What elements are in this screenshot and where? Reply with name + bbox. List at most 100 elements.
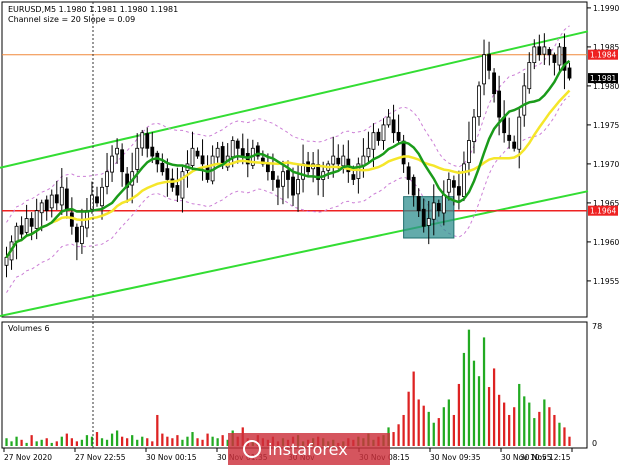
volume-bar: [226, 439, 229, 446]
candle-up: [230, 140, 235, 158]
volume-bar: [75, 441, 79, 446]
volume-bar: [105, 439, 109, 446]
volume-bar: [452, 414, 456, 446]
volume-bar: [206, 433, 209, 446]
volume-bar: [176, 435, 179, 446]
volume-bar: [146, 438, 149, 446]
candle-down: [416, 196, 421, 212]
candle-down: [456, 186, 461, 196]
volume-bar: [136, 439, 139, 446]
candle-down: [160, 162, 165, 173]
price-tag-label: 1.1981: [590, 74, 616, 83]
volume-bar: [186, 436, 189, 446]
volume-bar: [216, 438, 219, 446]
volume-bar: [181, 439, 184, 446]
moving-average-slow: [5, 89, 571, 259]
candle-up: [115, 147, 120, 155]
volume-bar: [15, 436, 18, 446]
volume-bar: [442, 407, 445, 446]
volume-bar: [156, 414, 159, 446]
price-tags: 1.1984 1.1981 1.1964: [588, 49, 618, 216]
x-tick-label: 27 Nov 22:55: [75, 453, 126, 462]
candle-down: [396, 131, 401, 141]
y-tick-label: 1.1975: [593, 121, 619, 130]
candle-up: [110, 155, 114, 173]
volume-bar: [211, 436, 214, 446]
candle-up: [105, 171, 109, 187]
candle-up: [557, 46, 562, 66]
y-tick-label: 1.1955: [593, 277, 619, 286]
x-tick-label: 30 Nov 09:35: [430, 453, 481, 462]
candle-up: [446, 179, 451, 193]
candle-down: [552, 54, 557, 63]
volume-bar: [40, 439, 43, 446]
x-tick-label: 30 Nov 10:55: [501, 453, 552, 462]
volume-bar: [513, 407, 516, 446]
candle-down: [411, 176, 416, 196]
volume-bar: [120, 436, 124, 446]
volume-bar: [503, 402, 506, 446]
candle-down: [401, 140, 406, 165]
volume-bar: [508, 414, 511, 446]
volume-bar: [25, 442, 28, 446]
volume-bar: [487, 387, 491, 446]
volume-bar: [100, 438, 104, 446]
candle-up: [386, 116, 391, 126]
volume-bar: [538, 411, 541, 446]
candles-group: [4, 33, 572, 278]
volume-bar: [533, 418, 536, 446]
candle-up: [14, 225, 19, 243]
candle-up: [426, 218, 431, 226]
candle-down: [54, 194, 59, 204]
volume-bar: [528, 402, 531, 446]
volume-bar: [221, 435, 224, 446]
y-tick-label: 1.1970: [593, 160, 619, 169]
candle-down: [276, 179, 280, 188]
candle-down: [44, 199, 49, 212]
candle-up: [190, 147, 195, 166]
x-tick-label: 27 Nov 2020: [4, 453, 52, 462]
volume-bar: [5, 438, 8, 446]
candle-up: [80, 225, 84, 244]
volume-bar: [85, 435, 89, 446]
candle-down: [175, 185, 180, 196]
candle-up: [371, 132, 376, 150]
candle-up: [482, 54, 486, 85]
volume-bar: [141, 436, 144, 446]
volume-bar: [70, 438, 73, 446]
candle-up: [59, 186, 64, 206]
candle-down: [120, 149, 125, 173]
volume-bar: [427, 411, 430, 446]
volume-bar: [201, 439, 204, 446]
candle-down: [200, 155, 205, 165]
volume-bar: [151, 441, 154, 446]
volume-bar: [131, 435, 134, 446]
candle-down: [19, 225, 24, 235]
price-panel-frame: [1, 1, 588, 318]
volume-bar: [553, 414, 556, 446]
candle-up: [477, 85, 481, 118]
volume-bar: [558, 422, 561, 446]
candle-up: [140, 132, 145, 149]
candle-down: [291, 176, 295, 196]
channel-header: Channel size = 20 Slope = 0.09: [8, 15, 135, 24]
candle-up: [381, 124, 386, 141]
volume-bar: [523, 396, 526, 446]
candle-up: [361, 155, 366, 166]
candle-down: [351, 174, 356, 180]
candle-up: [34, 210, 39, 229]
volume-min-label: 0: [592, 439, 597, 448]
candle-down: [497, 90, 502, 118]
candle-down: [165, 168, 170, 180]
candle-up: [180, 171, 185, 199]
symbol-header: EURUSD,M5 1.1980 1.1981 1.1980 1.1981: [8, 5, 178, 14]
volume-bar: [457, 383, 461, 446]
candle-down: [195, 150, 200, 157]
candle-down: [220, 146, 225, 165]
x-tick-label: 30 Nov 00:15: [146, 453, 197, 462]
volume-bar: [95, 432, 99, 446]
candle-up: [4, 257, 9, 266]
candle-up: [39, 202, 44, 214]
candle-down: [537, 46, 542, 56]
candle-up: [135, 147, 140, 170]
